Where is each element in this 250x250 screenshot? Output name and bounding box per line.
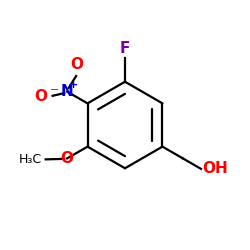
Text: F: F bbox=[120, 41, 130, 56]
Text: N: N bbox=[61, 84, 74, 99]
Text: −: − bbox=[50, 85, 59, 95]
Text: H₃C: H₃C bbox=[19, 153, 42, 166]
Text: +: + bbox=[69, 80, 78, 90]
Text: O: O bbox=[34, 89, 48, 104]
Text: O: O bbox=[61, 151, 74, 166]
Text: OH: OH bbox=[202, 162, 228, 176]
Text: O: O bbox=[70, 57, 84, 72]
